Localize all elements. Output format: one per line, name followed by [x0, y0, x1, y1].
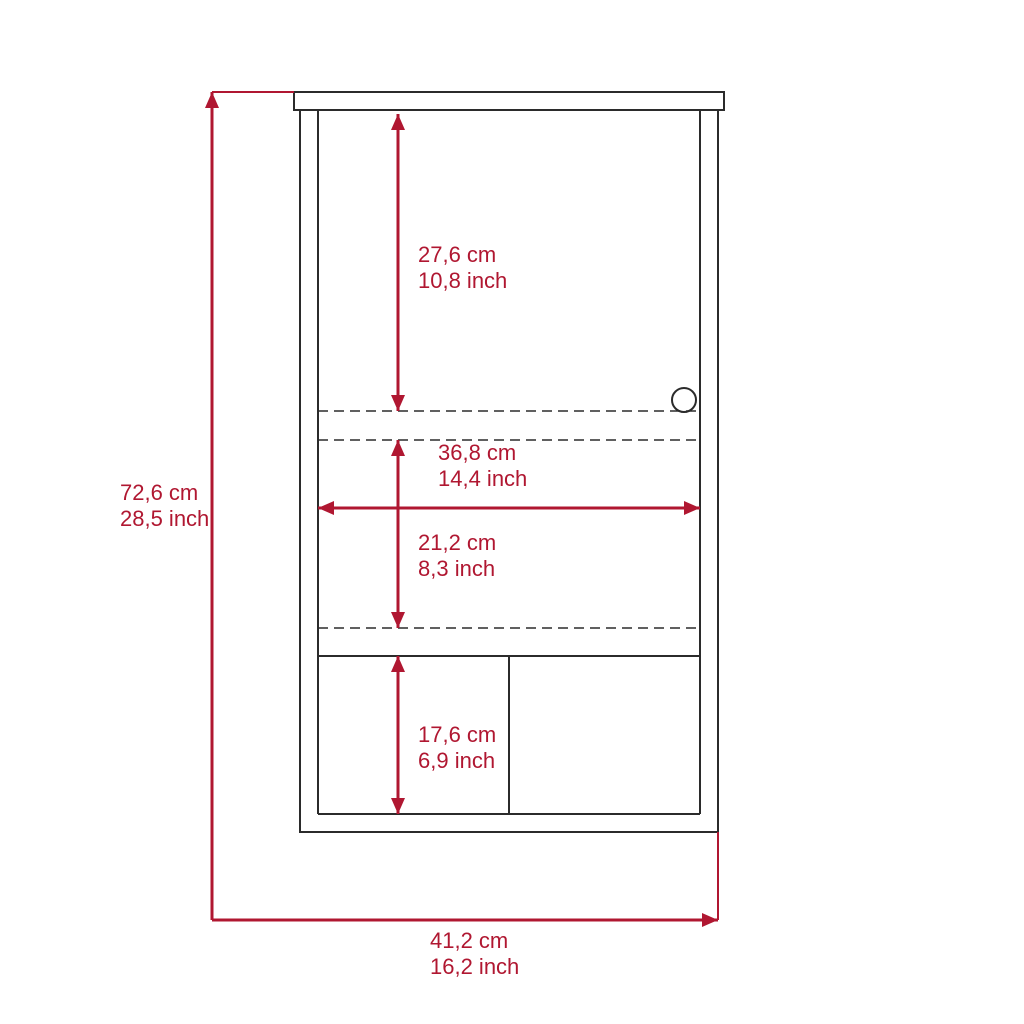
dim-overall-height: 72,6 cm28,5 inch: [120, 480, 209, 531]
dim-inner-w-cm: 36,8 cm: [438, 440, 516, 465]
dim-lower-h: 17,6 cm6,9 inch: [418, 722, 496, 773]
arrowhead: [391, 612, 405, 628]
arrowhead: [205, 92, 219, 108]
dim-inner-w-inch: 14,4 inch: [438, 466, 527, 491]
dim-lower-h-cm: 17,6 cm: [418, 722, 496, 747]
dim-overall-height-cm: 72,6 cm: [120, 480, 198, 505]
dim-overall-width-cm: 41,2 cm: [430, 928, 508, 953]
dim-inner-w: 36,8 cm14,4 inch: [438, 440, 527, 491]
dim-upper-h-inch: 10,8 inch: [418, 268, 507, 293]
dim-overall-width: 41,2 cm16,2 inch: [430, 928, 519, 979]
arrowhead: [391, 656, 405, 672]
dim-lower-h-inch: 6,9 inch: [418, 748, 495, 773]
arrowhead: [391, 114, 405, 130]
arrowhead: [391, 798, 405, 814]
dim-overall-width-inch: 16,2 inch: [430, 954, 519, 979]
dim-mid-h-cm: 21,2 cm: [418, 530, 496, 555]
dim-mid-h: 21,2 cm8,3 inch: [418, 530, 496, 581]
arrowhead: [684, 501, 700, 515]
arrowhead: [391, 440, 405, 456]
dim-mid-h-inch: 8,3 inch: [418, 556, 495, 581]
door-knob: [672, 388, 696, 412]
dim-upper-h-cm: 27,6 cm: [418, 242, 496, 267]
dim-overall-height-inch: 28,5 inch: [120, 506, 209, 531]
dim-upper-h: 27,6 cm10,8 inch: [418, 242, 507, 293]
arrowhead: [318, 501, 334, 515]
arrowhead: [391, 395, 405, 411]
arrowhead: [702, 913, 718, 927]
